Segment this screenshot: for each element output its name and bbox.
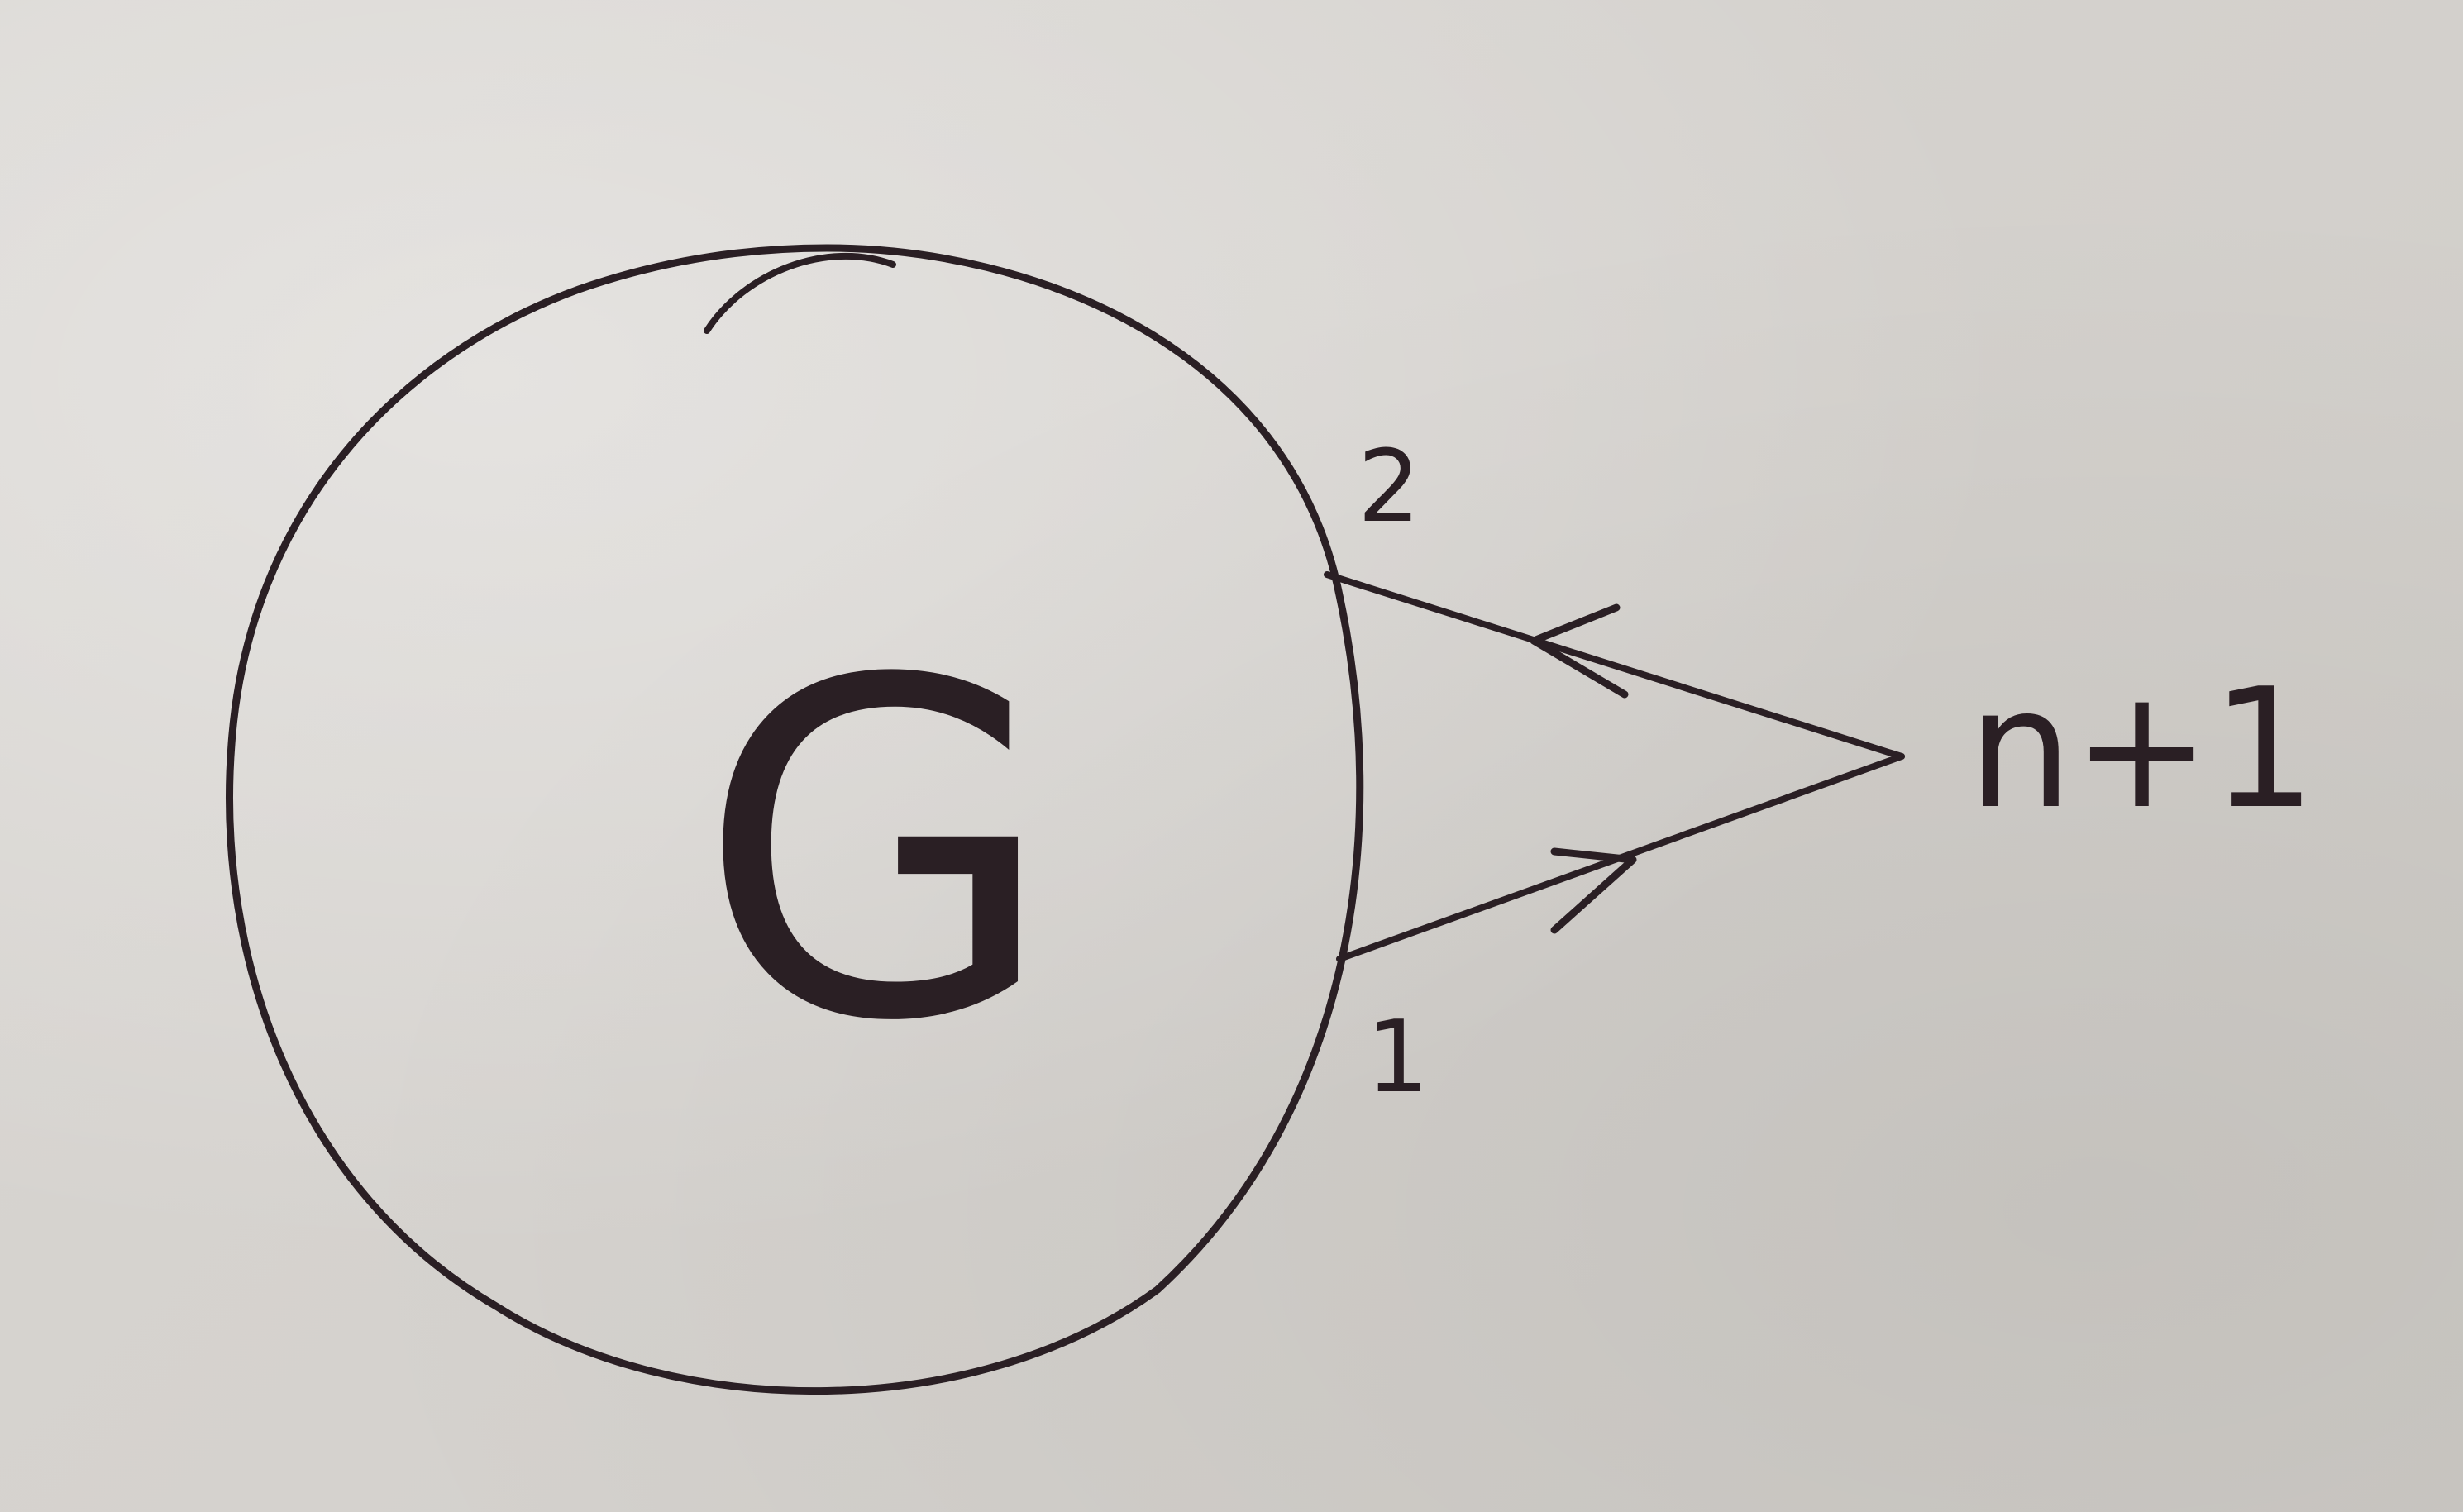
arrowhead-bottom: [1550, 847, 1637, 934]
graph-label: G: [697, 584, 1056, 1123]
graph-circle: [226, 244, 1364, 1395]
vertex-label-2: 2: [1358, 430, 1420, 545]
edge-top: [1324, 571, 1905, 760]
arrowhead-top: [1530, 603, 1629, 699]
circle-overlap-stroke: [704, 252, 896, 334]
new-vertex-label: n+1: [1968, 653, 2317, 846]
vertex-label-1: 1: [1366, 1000, 1429, 1115]
